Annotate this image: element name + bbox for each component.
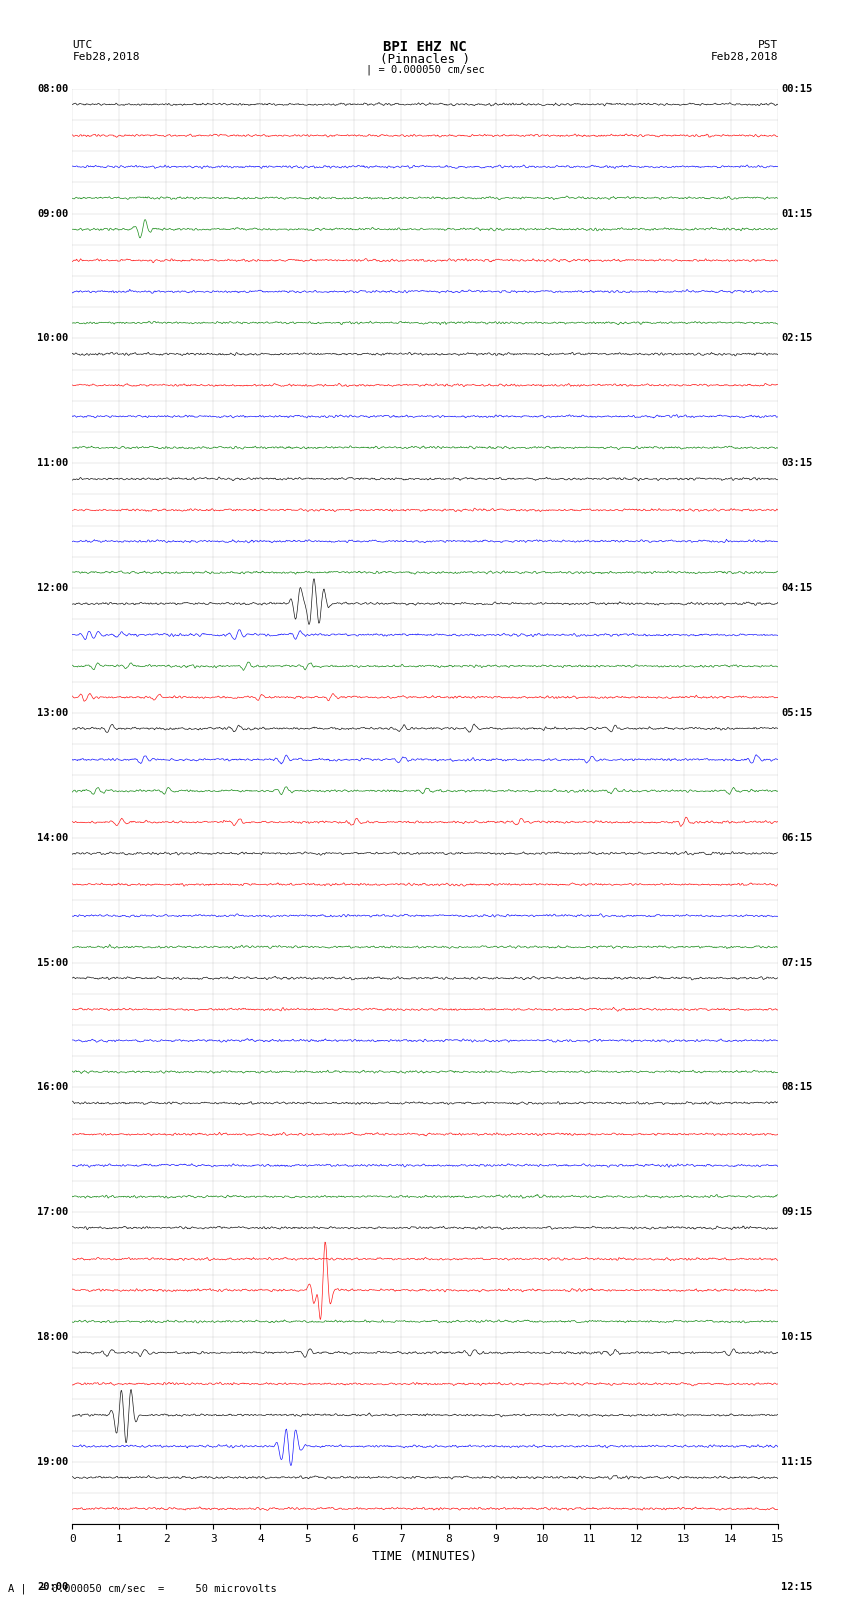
Text: BPI EHZ NC: BPI EHZ NC	[383, 40, 467, 55]
Text: 03:15: 03:15	[781, 458, 813, 468]
Text: 06:15: 06:15	[781, 832, 813, 842]
Text: 14:00: 14:00	[37, 832, 69, 842]
Text: 19:00: 19:00	[37, 1457, 69, 1466]
Text: 07:15: 07:15	[781, 958, 813, 968]
Text: 01:15: 01:15	[781, 208, 813, 218]
Text: 13:00: 13:00	[37, 708, 69, 718]
Text: 09:15: 09:15	[781, 1207, 813, 1218]
Text: (Pinnacles ): (Pinnacles )	[380, 53, 470, 66]
Text: 11:15: 11:15	[781, 1457, 813, 1466]
Text: 08:15: 08:15	[781, 1082, 813, 1092]
Text: 05:15: 05:15	[781, 708, 813, 718]
Text: 12:00: 12:00	[37, 582, 69, 594]
Text: 10:00: 10:00	[37, 334, 69, 344]
Text: | = 0.000050 cm/sec: | = 0.000050 cm/sec	[366, 65, 484, 76]
Text: 02:15: 02:15	[781, 334, 813, 344]
Text: 18:00: 18:00	[37, 1332, 69, 1342]
Text: 16:00: 16:00	[37, 1082, 69, 1092]
Text: 08:00: 08:00	[37, 84, 69, 94]
Text: 04:15: 04:15	[781, 582, 813, 594]
Text: 15:00: 15:00	[37, 958, 69, 968]
Text: 00:15: 00:15	[781, 84, 813, 94]
Text: UTC
Feb28,2018: UTC Feb28,2018	[72, 40, 139, 61]
Text: 12:15: 12:15	[781, 1582, 813, 1592]
X-axis label: TIME (MINUTES): TIME (MINUTES)	[372, 1550, 478, 1563]
Text: 10:15: 10:15	[781, 1332, 813, 1342]
Text: 17:00: 17:00	[37, 1207, 69, 1218]
Text: 20:00: 20:00	[37, 1582, 69, 1592]
Text: PST
Feb28,2018: PST Feb28,2018	[711, 40, 778, 61]
Text: 11:00: 11:00	[37, 458, 69, 468]
Text: A |  = 0.000050 cm/sec  =     50 microvolts: A | = 0.000050 cm/sec = 50 microvolts	[8, 1582, 277, 1594]
Text: 09:00: 09:00	[37, 208, 69, 218]
